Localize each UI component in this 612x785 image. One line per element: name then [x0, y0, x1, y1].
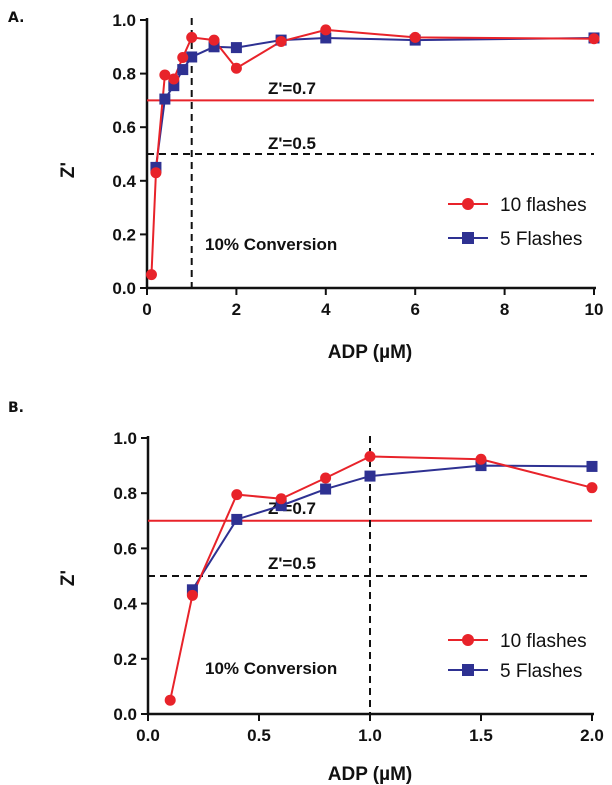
- data-point-five-flashes: [208, 41, 220, 53]
- x-tick-label: 2: [232, 300, 241, 319]
- y-tick-label: 1.0: [113, 429, 137, 448]
- x-tick-label: 1.5: [469, 726, 493, 745]
- y-tick-label: 0.4: [113, 595, 137, 614]
- data-point-ten-flashes: [275, 35, 287, 47]
- data-point-ten-flashes: [208, 34, 220, 46]
- legend-label: 10 flashes: [500, 195, 587, 216]
- data-point-ten-flashes: [409, 31, 421, 43]
- data-point-five-flashes: [275, 500, 287, 512]
- data-point-ten-flashes: [186, 589, 198, 601]
- legend-label: 5 Flashes: [500, 661, 582, 682]
- conversion-label: 10% Conversion: [205, 235, 337, 254]
- x-tick-label: 1.0: [358, 726, 382, 745]
- x-tick-label: 0: [142, 300, 151, 319]
- legend-marker-square: [462, 664, 474, 676]
- data-point-ten-flashes: [150, 167, 162, 179]
- series-line-five-flashes: [154, 36, 595, 168]
- x-tick-label: 6: [410, 300, 419, 319]
- panel-letter: B.: [8, 400, 24, 416]
- data-point-five-flashes: [230, 42, 242, 54]
- data-point-five-flashes: [159, 93, 171, 105]
- threshold-label: Z'=0.5: [268, 554, 316, 573]
- legend-marker-square: [462, 232, 474, 244]
- y-tick-label: 0.6: [112, 118, 136, 137]
- x-tick-label: 10: [585, 300, 604, 319]
- y-axis-title: Z': [58, 162, 79, 178]
- data-point-five-flashes: [586, 460, 598, 472]
- data-point-five-flashes: [364, 470, 376, 482]
- x-tick-label: 4: [321, 300, 331, 319]
- series-line-ten-flashes: [169, 455, 593, 701]
- data-point-ten-flashes: [164, 694, 176, 706]
- y-axis-title: Z': [58, 570, 79, 586]
- data-point-ten-flashes: [364, 450, 376, 462]
- chart-panel-b: B. 0.0 0.2 0.4 0.6 0.8 1.0 0.0 0.5 1.0 1.5 2.0 ADP (…: [8, 400, 604, 785]
- y-tick-label: 0.6: [113, 539, 137, 558]
- data-point-five-flashes: [320, 483, 332, 495]
- y-tick-label: 1.0: [112, 11, 136, 30]
- legend-marker-circle: [462, 198, 474, 210]
- legend-marker-circle: [462, 634, 474, 646]
- data-point-five-flashes: [231, 513, 243, 525]
- conversion-label: 10% Conversion: [205, 659, 337, 678]
- data-point-ten-flashes: [475, 453, 487, 465]
- x-tick-label: 0.0: [136, 726, 160, 745]
- y-tick-label: 0.0: [113, 705, 137, 724]
- data-point-five-flashes: [320, 32, 332, 44]
- panel-letter: A.: [8, 10, 24, 26]
- data-point-ten-flashes: [320, 472, 332, 484]
- data-point-ten-flashes: [231, 489, 243, 501]
- data-point-ten-flashes: [320, 24, 332, 36]
- data-point-five-flashes: [186, 51, 198, 63]
- data-point-ten-flashes: [586, 482, 598, 494]
- y-tick-label: 0.0: [112, 279, 136, 298]
- data-point-five-flashes: [475, 460, 487, 472]
- x-tick-label: 0.5: [247, 726, 271, 745]
- y-tick-label: 0.4: [112, 172, 136, 191]
- data-point-ten-flashes: [145, 269, 157, 281]
- data-point-ten-flashes: [168, 73, 180, 85]
- legend-label: 5 Flashes: [500, 229, 582, 250]
- y-tick-label: 0.8: [113, 484, 137, 503]
- threshold-label: Z'=0.7: [268, 79, 316, 98]
- y-tick-label: 0.8: [112, 65, 136, 84]
- x-axis-title: ADP (µM): [328, 342, 412, 363]
- threshold-label: Z'=0.5: [268, 134, 316, 153]
- x-tick-label: 2.0: [580, 726, 604, 745]
- data-point-ten-flashes: [588, 33, 600, 45]
- data-point-five-flashes: [168, 80, 180, 92]
- data-point-five-flashes: [186, 584, 198, 596]
- series-line-ten-flashes: [150, 28, 595, 275]
- x-tick-label: 8: [500, 300, 509, 319]
- data-point-ten-flashes: [230, 62, 242, 74]
- legend-label: 10 flashes: [500, 631, 587, 652]
- data-point-ten-flashes: [159, 69, 171, 81]
- y-tick-label: 0.2: [113, 650, 137, 669]
- series-line-five-flashes: [191, 464, 593, 591]
- chart-panel-a: A. 0.0 0.2 0.4 0.6 0.8 1.0 0 2 4 6 8 10 ADP (µM) Z' Z'=…: [8, 10, 603, 363]
- data-point-ten-flashes: [186, 31, 198, 43]
- data-point-ten-flashes: [275, 493, 287, 505]
- x-axis-title: ADP (µM): [328, 764, 412, 785]
- data-point-ten-flashes: [177, 52, 189, 64]
- y-tick-label: 0.2: [112, 225, 136, 244]
- data-point-five-flashes: [177, 64, 189, 76]
